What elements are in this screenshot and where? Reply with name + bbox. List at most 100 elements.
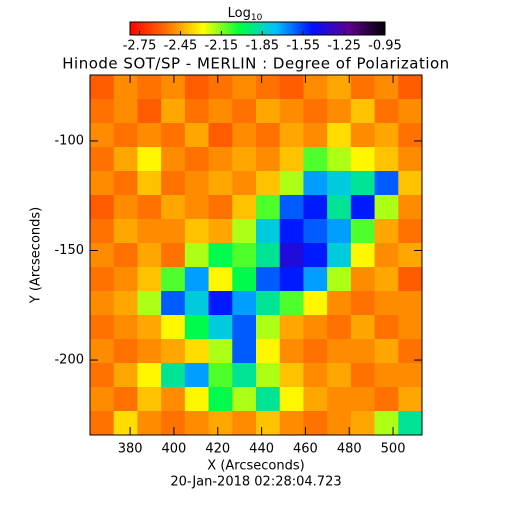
heatmap-cell (161, 99, 186, 124)
heatmap-cell (398, 195, 423, 220)
heatmap-cell (350, 219, 376, 244)
heatmap-cell (208, 291, 233, 316)
heatmap-cell (113, 123, 138, 148)
heatmap-cell (161, 267, 186, 292)
y-tick-label: -100 (54, 133, 84, 148)
heatmap-cell (90, 315, 115, 340)
heatmap-cell (398, 99, 423, 124)
heatmap-cell (184, 123, 210, 148)
heatmap-cell (327, 75, 352, 100)
heatmap-cell (208, 339, 233, 364)
heatmap-cell (184, 267, 210, 292)
heatmap-cell (232, 195, 257, 220)
heatmap-cell (279, 171, 304, 196)
heatmap-cell (208, 315, 233, 340)
heatmap-cell (232, 243, 257, 268)
heatmap-cell (350, 147, 376, 172)
heatmap-cell (279, 147, 304, 172)
heatmap-cell (137, 387, 162, 412)
heatmap-cell (161, 339, 186, 364)
heatmap-cell (398, 387, 423, 412)
heatmap-cell (303, 75, 328, 100)
heatmap-cell (350, 123, 376, 148)
heatmap-cell (327, 291, 352, 316)
heatmap-cell (161, 387, 186, 412)
heatmap-cell (232, 267, 257, 292)
heatmap-cell (256, 171, 281, 196)
heatmap-cell (232, 291, 257, 316)
heatmap-cell (113, 291, 138, 316)
heatmap-cell (208, 195, 233, 220)
heatmap-cell (137, 99, 162, 124)
heatmap-cell (184, 99, 210, 124)
heatmap-cell (303, 219, 328, 244)
heatmap-cell (279, 195, 304, 220)
y-tick-label: -150 (54, 243, 84, 258)
heatmap-cell (113, 171, 138, 196)
heatmap-cell (327, 387, 352, 412)
x-tick-label: 440 (249, 442, 274, 457)
heatmap-cell (208, 411, 233, 436)
heatmap-cell (113, 75, 138, 100)
heatmap-cell (161, 315, 186, 340)
heatmap-cell (161, 123, 186, 148)
heatmap-cell (113, 363, 138, 388)
heatmap-cell (208, 99, 233, 124)
heatmap-cell (256, 411, 281, 436)
heatmap-cell (113, 411, 138, 436)
heatmap-cell (137, 243, 162, 268)
heatmap-cell (232, 387, 257, 412)
x-tick-label: 480 (337, 442, 362, 457)
heatmap-cell (303, 195, 328, 220)
heatmap-cell (398, 243, 423, 268)
heatmap-cell (374, 171, 399, 196)
heatmap-cell (208, 243, 233, 268)
heatmap-cell (161, 243, 186, 268)
footer-date: 20-Jan-2018 02:28:04.723 (170, 475, 341, 490)
heatmap-cell (90, 363, 115, 388)
heatmap-cell (232, 219, 257, 244)
heatmap-cell (374, 315, 399, 340)
heatmap-cell (279, 243, 304, 268)
y-axis-label: Y (Arcseconds) (29, 207, 44, 304)
heatmap-cell (279, 363, 304, 388)
colorbar (129, 21, 386, 36)
heatmap-cell (161, 219, 186, 244)
heatmap-cell (327, 195, 352, 220)
heatmap-cell (232, 315, 257, 340)
heatmap-cell (90, 147, 115, 172)
heatmap-cell (161, 195, 186, 220)
heatmap-cell (398, 171, 423, 196)
heatmap-cell (398, 75, 423, 100)
colorbar-label: Log10 (228, 6, 263, 23)
heatmap-cell (184, 339, 210, 364)
heatmap-cell (327, 147, 352, 172)
heatmap-cell (327, 99, 352, 124)
heatmap-cell (303, 411, 328, 436)
heatmap-cell (90, 171, 115, 196)
heatmap-cell (208, 75, 233, 100)
heatmap-cell (350, 99, 376, 124)
heatmap-cell (208, 147, 233, 172)
heatmap-cell (232, 363, 257, 388)
heatmap-cell (90, 339, 115, 364)
heatmap-cell (113, 315, 138, 340)
heatmap-cell (374, 387, 399, 412)
heatmap-cell (303, 123, 328, 148)
colorbar-tick-label: -2.75 (123, 39, 157, 54)
x-tick-label: 460 (293, 442, 318, 457)
heatmap-cell (374, 363, 399, 388)
heatmap-cell (327, 315, 352, 340)
heatmap-cell (303, 387, 328, 412)
heatmap-cell (279, 99, 304, 124)
heatmap-cell (90, 411, 115, 436)
heatmap-cell (327, 123, 352, 148)
heatmap-cell (350, 171, 376, 196)
heatmap-cell (161, 171, 186, 196)
heatmap-cell (113, 267, 138, 292)
heatmap-cell (398, 315, 423, 340)
heatmap-cell (374, 339, 399, 364)
heatmap-cell (398, 339, 423, 364)
x-axis-label: X (Arcseconds) (207, 459, 304, 474)
